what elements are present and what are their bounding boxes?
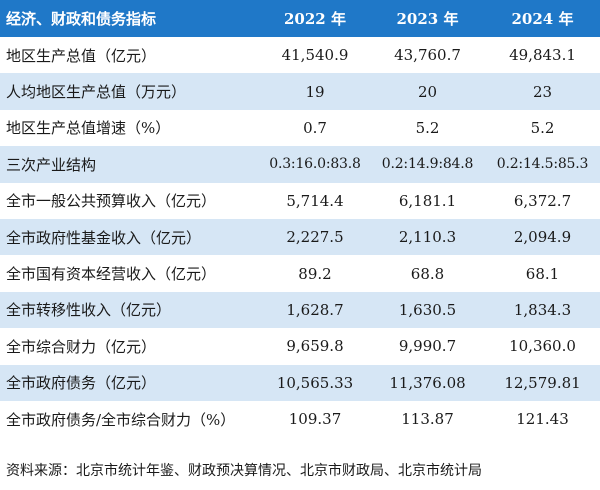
cell-2022: 0.7	[303, 118, 327, 137]
cell-2022: 5,714.4	[286, 191, 344, 210]
table-header-row: 经济、财政和债务指标 2022 年 2023 年 2024 年	[0, 0, 600, 37]
cell-2024: 12,579.81	[504, 373, 581, 392]
cell-2023: 9,990.7	[398, 337, 457, 356]
cell-2023: 113.87	[401, 410, 454, 429]
row-label: 全市政府债务（亿元）	[6, 374, 157, 393]
table-row: 地区生产总值增速（%） 0.7 5.2 5.2	[0, 110, 600, 146]
table-row: 全市政府性基金收入（亿元） 2,227.5 2,110.3 2,094.9	[0, 218, 600, 256]
cell-2024: 23	[532, 82, 553, 101]
row-label: 全市转移性收入（亿元）	[6, 301, 172, 320]
indicator-table-container: 经济、财政和债务指标 2022 年 2023 年 2024 年 地区生产总值（亿…	[0, 0, 600, 437]
cell-2024: 2,094.9	[513, 228, 572, 247]
header-indicator-label: 经济、财政和债务指标	[6, 10, 157, 28]
cell-2022: 2,227.5	[286, 228, 344, 247]
table-row: 全市一般公共预算收入（亿元） 5,714.4 6,181.1 6,372.7	[0, 183, 600, 219]
table-row: 地区生产总值（亿元） 41,540.9 43,760.7 49,843.1	[0, 37, 600, 73]
row-label: 全市综合财力（亿元）	[6, 337, 157, 356]
cell-2023: 0.2:14.9:84.8	[381, 156, 474, 173]
cell-2022: 1,628.7	[286, 300, 344, 319]
cell-2022: 89.2	[298, 264, 332, 283]
cell-2024: 6,372.7	[513, 191, 572, 210]
cell-2022: 0.3:16.0:83.8	[269, 156, 361, 173]
row-label: 人均地区生产总值（万元）	[6, 83, 187, 102]
row-label: 全市一般公共预算收入（亿元）	[6, 192, 217, 211]
cell-2024: 0.2:14.5:85.3	[496, 156, 589, 173]
cell-2022: 41,540.9	[281, 46, 349, 65]
cell-2023: 6,181.1	[398, 191, 457, 210]
row-label: 三次产业结构	[6, 155, 97, 174]
cell-2024: 1,834.3	[513, 300, 572, 319]
row-label: 全市政府债务/全市综合财力（%）	[6, 410, 236, 429]
cell-2022: 9,659.8	[286, 337, 344, 356]
table-row: 三次产业结构 0.3:16.0:83.8 0.2:14.9:84.8 0.2:1…	[0, 146, 600, 183]
cell-2023: 11,376.08	[389, 373, 466, 392]
row-label: 全市国有资本经营收入（亿元）	[6, 265, 217, 284]
table-row: 全市综合财力（亿元） 9,659.8 9,990.7 10,360.0	[0, 328, 600, 364]
header-year-2022: 2022 年	[284, 10, 346, 28]
cell-2023: 68.8	[410, 264, 445, 283]
cell-2022: 10,565.33	[276, 373, 354, 392]
cell-2023: 1,630.5	[398, 300, 457, 319]
row-label: 地区生产总值（亿元）	[6, 46, 157, 65]
header-year-2024: 2024 年	[511, 10, 574, 28]
table-row: 全市政府债务/全市综合财力（%） 109.37 113.87 121.43	[0, 401, 600, 437]
cell-2023: 2,110.3	[398, 228, 457, 247]
table-row: 全市政府债务（亿元） 10,565.33 11,376.08 12,579.81	[0, 364, 600, 401]
cell-2022: 19	[305, 82, 325, 101]
table-row: 全市国有资本经营收入（亿元） 89.2 68.8 68.1	[0, 255, 600, 291]
cell-2023: 43,760.7	[394, 46, 461, 65]
cell-2024: 68.1	[525, 264, 560, 283]
table-row: 人均地区生产总值（万元） 19 20 23	[0, 73, 600, 110]
cell-2024: 49,843.1	[509, 46, 576, 65]
row-label: 地区生产总值增速（%）	[6, 119, 171, 138]
indicator-table: 经济、财政和债务指标 2022 年 2023 年 2024 年 地区生产总值（亿…	[0, 0, 600, 437]
source-note: 资料来源：北京市统计年鉴、财政预决算情况、北京市财政局、北京市统计局	[6, 463, 482, 479]
row-label: 全市政府性基金收入（亿元）	[6, 228, 202, 247]
cell-2023: 20	[417, 82, 438, 101]
header-year-2023: 2023 年	[396, 10, 459, 28]
cell-2024: 10,360.0	[509, 337, 576, 356]
table-row: 全市转移性收入（亿元） 1,628.7 1,630.5 1,834.3	[0, 291, 600, 329]
cell-2022: 109.37	[288, 410, 342, 429]
cell-2023: 5.2	[415, 118, 440, 137]
cell-2024: 121.43	[516, 410, 569, 429]
cell-2024: 5.2	[530, 118, 555, 137]
